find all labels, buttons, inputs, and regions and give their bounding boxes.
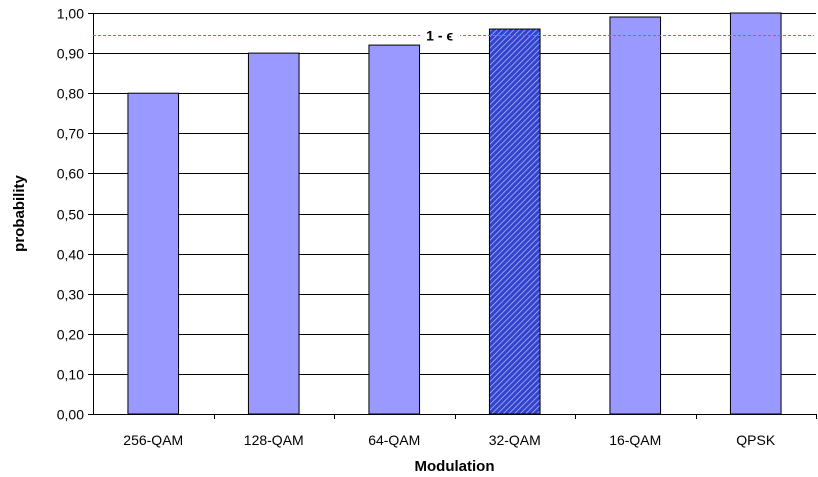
bar — [729, 12, 782, 415]
x-tick-label: QPSK — [736, 432, 776, 448]
y-tick-label: 0,80 — [57, 86, 84, 102]
x-tick-label: 128-QAM — [244, 432, 304, 448]
bar — [127, 92, 180, 415]
y-tick-label: 0,90 — [57, 46, 84, 62]
bar — [488, 28, 541, 415]
y-tick-label: 0,30 — [57, 287, 84, 303]
gridlines — [93, 13, 816, 375]
bar — [247, 52, 300, 415]
bar — [609, 16, 662, 415]
x-tick-label: 16-QAM — [609, 432, 661, 448]
x-axis-title: Modulation — [415, 458, 495, 475]
axes — [88, 13, 817, 419]
y-tick-label: 0,60 — [57, 166, 84, 182]
x-tick-labels: 256-QAM 128-QAM 64-QAM 32-QAM 16-QAM QPSK — [123, 432, 776, 448]
y-tick-label: 0,00 — [57, 407, 84, 423]
y-tick-label: 0,50 — [57, 207, 84, 223]
threshold-label-background — [420, 26, 461, 44]
bars — [127, 12, 782, 415]
x-tick-label: 64-QAM — [368, 432, 420, 448]
y-tick-label: 0,20 — [57, 327, 84, 343]
y-tick-label: 0,40 — [57, 247, 84, 263]
bar — [368, 44, 421, 415]
threshold-label: 1 - ϵ — [426, 28, 453, 44]
y-axis-title: probability — [11, 175, 28, 252]
x-tick-label: 256-QAM — [123, 432, 183, 448]
y-tick-label: 1,00 — [57, 6, 84, 22]
y-tick-label: 0,10 — [57, 367, 84, 383]
y-tick-labels: 0,00 0,10 0,20 0,30 0,40 0,50 0,60 0,70 0,80 0,90… — [57, 6, 84, 423]
x-tick-label: 32-QAM — [489, 432, 541, 448]
y-tick-label: 0,70 — [57, 126, 84, 142]
